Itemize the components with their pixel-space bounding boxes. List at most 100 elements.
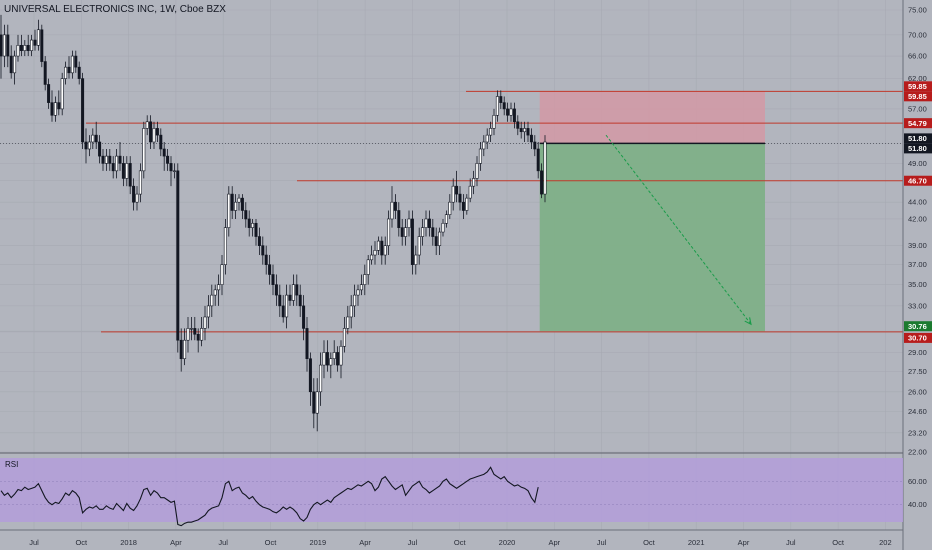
candle bbox=[53, 96, 57, 122]
price-badge-label: 30.70 bbox=[908, 334, 927, 343]
candle bbox=[322, 340, 326, 379]
candle bbox=[387, 210, 391, 256]
candle-body bbox=[370, 254, 374, 261]
candle bbox=[135, 186, 139, 211]
candle-body bbox=[36, 29, 40, 46]
candle bbox=[502, 96, 506, 116]
candle bbox=[36, 19, 40, 51]
candle-body bbox=[16, 45, 20, 57]
candle bbox=[376, 236, 380, 256]
candle-body bbox=[98, 141, 102, 157]
candle-body bbox=[26, 45, 30, 51]
candle bbox=[356, 284, 360, 306]
x-tick-label: Apr bbox=[548, 538, 560, 547]
candle-body bbox=[461, 201, 465, 211]
candle-body bbox=[455, 185, 459, 195]
candle-body bbox=[30, 39, 34, 51]
candle bbox=[441, 218, 445, 237]
candle-body bbox=[427, 218, 431, 228]
candle-body bbox=[298, 294, 302, 307]
candle-body bbox=[70, 55, 74, 74]
candle-body bbox=[441, 222, 445, 233]
candle-body bbox=[373, 250, 377, 256]
candle bbox=[132, 178, 136, 211]
candle bbox=[227, 186, 231, 237]
candle bbox=[213, 284, 217, 306]
candle-body bbox=[60, 78, 64, 110]
candle bbox=[125, 156, 129, 187]
candle bbox=[363, 264, 367, 296]
take-profit-zone[interactable] bbox=[539, 143, 765, 332]
candle-body bbox=[213, 289, 217, 296]
candle-body bbox=[346, 316, 350, 329]
candle-body bbox=[465, 197, 469, 211]
candle bbox=[506, 102, 510, 122]
candle-body bbox=[414, 254, 418, 265]
candle bbox=[499, 90, 503, 109]
candle-body bbox=[353, 294, 357, 307]
candle bbox=[278, 284, 282, 317]
candle bbox=[244, 202, 248, 228]
x-tick-label: Jul bbox=[408, 538, 418, 547]
candle bbox=[47, 78, 51, 109]
candle-body bbox=[135, 193, 139, 203]
candle-body bbox=[162, 148, 166, 157]
y-tick-label: 33.00 bbox=[908, 301, 927, 310]
candle-body bbox=[81, 78, 85, 143]
candle bbox=[458, 186, 462, 211]
candle bbox=[2, 24, 6, 68]
candle-body bbox=[506, 108, 510, 116]
candle-body bbox=[115, 155, 119, 172]
candle bbox=[407, 210, 411, 237]
candles bbox=[0, 14, 547, 432]
candle bbox=[461, 194, 465, 219]
candle-body bbox=[142, 128, 146, 172]
candle bbox=[431, 218, 435, 246]
candle-body bbox=[118, 155, 122, 164]
candle-body bbox=[519, 128, 523, 133]
x-tick-label: Oct bbox=[832, 538, 845, 547]
x-tick-label: Oct bbox=[643, 538, 656, 547]
price-badge: 30.76 bbox=[904, 321, 932, 332]
candle-body bbox=[121, 163, 125, 179]
candle-body bbox=[332, 352, 336, 360]
candle-body bbox=[159, 134, 163, 150]
candle-body bbox=[478, 148, 482, 164]
candle-body bbox=[404, 227, 408, 237]
candle bbox=[254, 218, 258, 246]
chart-title: UNIVERSAL ELECTRONICS INC, 1W, Cboe BZX bbox=[4, 4, 226, 15]
candle-body bbox=[237, 197, 241, 203]
candle-body bbox=[33, 39, 37, 46]
candle-body bbox=[2, 34, 6, 57]
rsi-line bbox=[0, 466, 539, 527]
candle bbox=[526, 121, 530, 142]
candle-body bbox=[529, 134, 533, 143]
candle-body bbox=[108, 155, 112, 164]
price-axis-ticks: 75.00 70.00 66.00 62.00 57.00 49.00 44.00 42.00… bbox=[908, 6, 927, 510]
candle bbox=[349, 295, 353, 329]
y-tick-label: 42.00 bbox=[908, 214, 927, 223]
candle bbox=[189, 316, 193, 341]
candle-body bbox=[234, 201, 238, 211]
candle bbox=[478, 141, 482, 171]
candle-body bbox=[67, 66, 71, 74]
stop-loss-zone[interactable] bbox=[539, 91, 765, 144]
candle bbox=[281, 295, 285, 323]
candle bbox=[104, 148, 108, 171]
candle-body bbox=[322, 352, 326, 366]
candle-body bbox=[189, 328, 193, 330]
x-tick-label: 2018 bbox=[120, 538, 137, 547]
candle bbox=[417, 227, 421, 265]
candle-body bbox=[176, 170, 180, 341]
candle bbox=[512, 102, 516, 129]
candle bbox=[138, 163, 142, 203]
candle-body bbox=[145, 121, 149, 129]
candle-body bbox=[87, 141, 91, 150]
candle-body bbox=[91, 134, 95, 143]
x-tick-label: Jul bbox=[29, 538, 39, 547]
candle-body bbox=[169, 163, 173, 172]
price-badge-bg bbox=[904, 332, 932, 343]
candle-body bbox=[336, 352, 340, 366]
